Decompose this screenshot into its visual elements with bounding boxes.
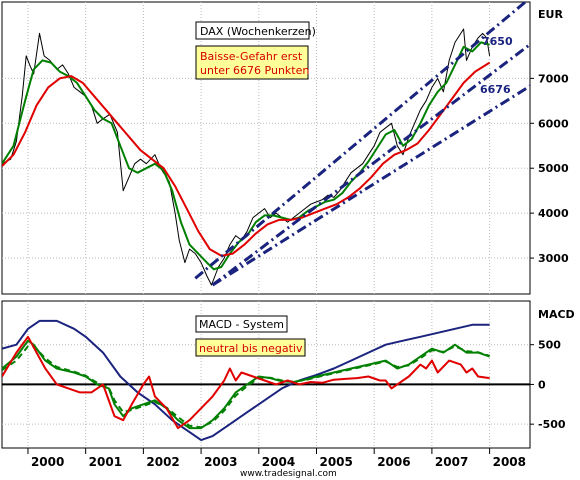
price-ytick-label-5000: 5000 [538, 162, 569, 175]
price-lines [2, 2, 530, 287]
macd-y-axis: -500 0 500 [530, 339, 566, 431]
x-tick-label-2007: 2007 [435, 455, 468, 469]
macd-lines [2, 319, 490, 442]
price-ytick-label-3000: 3000 [538, 252, 569, 265]
x-tick-label-2006: 2006 [377, 455, 410, 469]
svg-text:7650: 7650 [482, 35, 513, 48]
x-tick-label-2001: 2001 [89, 455, 122, 469]
price-ytick-label-7000: 7000 [538, 72, 569, 85]
price-ytick-label-4000: 4000 [538, 207, 569, 220]
price-title: DAX (Wochenkerzen) [200, 25, 316, 38]
level-label-7650: 7650 [482, 35, 513, 48]
x-tick-label-2000: 2000 [31, 455, 64, 469]
price-series-trend_bottom [211, 84, 530, 287]
macd-ytick-label--500: -500 [538, 418, 566, 431]
price-annotation: Baisse-Gefahr erst unter 6676 Punkten [200, 50, 309, 77]
price-title-box [195, 21, 310, 40]
macd-annotation: neutral bis negativ [199, 342, 303, 355]
macd-annotation-box [195, 338, 306, 357]
price-series-trend_lower [211, 42, 530, 287]
macd-series-macd_signal [2, 345, 490, 429]
level-label-6676: 6676 [480, 83, 511, 96]
footer-credit: www.tradesignal.com [240, 469, 337, 479]
macd-series-signal [2, 335, 490, 430]
x-tick-label-2004: 2004 [262, 455, 295, 469]
price-unit-label: EUR [538, 8, 563, 21]
price-series-trend_upper [194, 2, 528, 280]
macd-title: MACD - System [199, 318, 284, 331]
price-annotation-box [195, 45, 309, 80]
macd-grid [2, 301, 530, 448]
macd-ytick-label-0: 0 [538, 378, 546, 391]
x-tick-label-2005: 2005 [319, 455, 352, 469]
price-y-axis: 3000 4000 5000 6000 7000 [530, 72, 569, 265]
macd-title-box [195, 315, 288, 333]
x-axis: 2000 2001 2002 2003 2004 2005 2006 2007 2008 [27, 448, 526, 469]
x-tick-label-2003: 2003 [204, 455, 237, 469]
macd-ytick-label-500: 500 [538, 339, 561, 352]
svg-text:6676: 6676 [480, 83, 511, 96]
macd-unit-label: MACD [538, 308, 575, 321]
macd-series-ma_slow [2, 319, 490, 442]
x-tick-label-2008: 2008 [493, 455, 526, 469]
price-ytick-label-6000: 6000 [538, 117, 569, 130]
x-tick-label-2002: 2002 [146, 455, 179, 469]
price-series-close [2, 28, 491, 286]
price-series-ma_slow [2, 61, 491, 257]
